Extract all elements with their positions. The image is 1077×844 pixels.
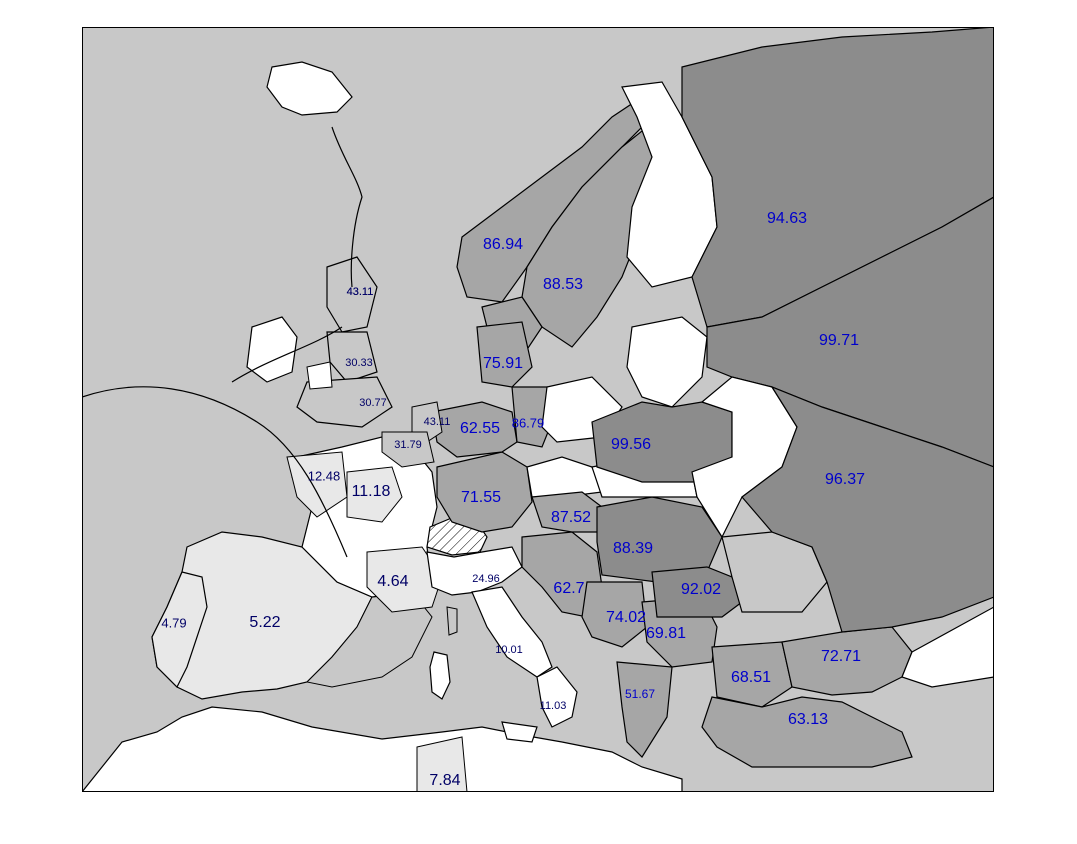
label-denmark: 75.91 xyxy=(483,355,523,372)
region-ukraine-north xyxy=(691,376,798,539)
region-finland xyxy=(621,81,718,288)
region-france-north xyxy=(346,466,403,523)
label-scotland: 43.11 xyxy=(347,286,374,298)
region-north-africa xyxy=(82,706,683,792)
map-frame: 43.11 86.94 88.53 94.63 99.71 43.11 30.33 30.77… xyxy=(82,27,994,792)
label-poland-west: 86.79 xyxy=(512,415,545,430)
region-sardinia xyxy=(429,651,451,700)
label-ukraine-east: 96.37 xyxy=(825,471,865,488)
region-france-south xyxy=(366,546,443,613)
label-russia-central: 99.71 xyxy=(819,332,859,349)
coastline-atlantic xyxy=(82,386,348,558)
region-italy-north xyxy=(426,546,523,596)
coastline-north-sea xyxy=(231,326,343,383)
label-transylvania: 92.02 xyxy=(681,581,721,598)
label-england-north: 30.33 xyxy=(345,357,373,369)
region-corsica xyxy=(446,606,458,636)
label-serbia: 69.81 xyxy=(646,625,686,642)
label-croatia: 62.7 xyxy=(553,580,584,597)
label-brittany: 12.48 xyxy=(308,468,341,483)
coastline-greenland-route xyxy=(331,126,363,288)
region-north-africa-strip xyxy=(416,736,468,792)
region-portugal xyxy=(151,571,208,689)
label-norway: 86.94 xyxy=(483,236,523,253)
label-sweden: 88.53 xyxy=(543,276,583,293)
label-spain: 5.22 xyxy=(249,614,280,631)
region-italy-central xyxy=(471,586,553,678)
region-italy-south xyxy=(536,666,578,728)
label-belarus: 99.56 xyxy=(611,436,651,453)
region-ireland xyxy=(246,316,298,383)
region-sicily xyxy=(501,721,538,743)
label-france-north: 11.18 xyxy=(352,483,391,500)
label-germany-north: 62.55 xyxy=(460,420,500,437)
europe-map: 43.11 86.94 88.53 94.63 99.71 43.11 30.33 30.77… xyxy=(82,27,994,792)
region-turkey xyxy=(701,696,913,768)
region-germany-south xyxy=(436,451,533,533)
label-albania: 51.67 xyxy=(625,687,655,701)
label-france-south: 4.64 xyxy=(377,573,408,590)
region-germany-north xyxy=(431,401,518,458)
label-ukraine-south: 72.71 xyxy=(821,648,861,665)
label-turkey: 63.13 xyxy=(788,711,828,728)
region-east-white xyxy=(901,606,994,688)
region-albania xyxy=(616,661,673,758)
region-iceland xyxy=(266,61,353,116)
label-austria: 87.52 xyxy=(551,509,591,526)
label-italy-central: 10.01 xyxy=(495,644,523,656)
label-bulgaria: 68.51 xyxy=(731,669,771,686)
region-belgium xyxy=(381,431,435,468)
region-england-north xyxy=(326,331,378,383)
label-russia-north: 94.63 xyxy=(767,210,807,227)
region-england-south xyxy=(296,376,393,428)
region-wales xyxy=(306,361,333,390)
region-ukraine-east xyxy=(741,385,994,633)
label-north-africa: 7.84 xyxy=(429,772,460,789)
region-baltics xyxy=(626,316,708,408)
label-england-south: 30.77 xyxy=(359,397,387,409)
region-bulgaria xyxy=(711,641,793,708)
label-iceland-region: 43.11 xyxy=(347,286,374,298)
region-scotland xyxy=(326,256,378,333)
label-hungary: 88.39 xyxy=(613,540,653,557)
label-portugal: 4.79 xyxy=(161,615,186,630)
label-italy-north: 24.96 xyxy=(472,573,500,585)
map-border xyxy=(82,27,994,792)
region-denmark xyxy=(476,321,533,388)
label-italy-south: 11.03 xyxy=(540,700,567,712)
label-belgium: 31.79 xyxy=(394,439,422,451)
label-bosnia: 74.02 xyxy=(606,609,646,626)
region-labels: 43.11 86.94 88.53 94.63 99.71 43.11 30.33 30.77… xyxy=(161,210,865,789)
region-bosnia xyxy=(581,581,648,648)
region-poland-west xyxy=(511,386,553,448)
label-germany-south: 71.55 xyxy=(461,489,501,506)
label-netherlands: 43.11 xyxy=(424,416,451,428)
